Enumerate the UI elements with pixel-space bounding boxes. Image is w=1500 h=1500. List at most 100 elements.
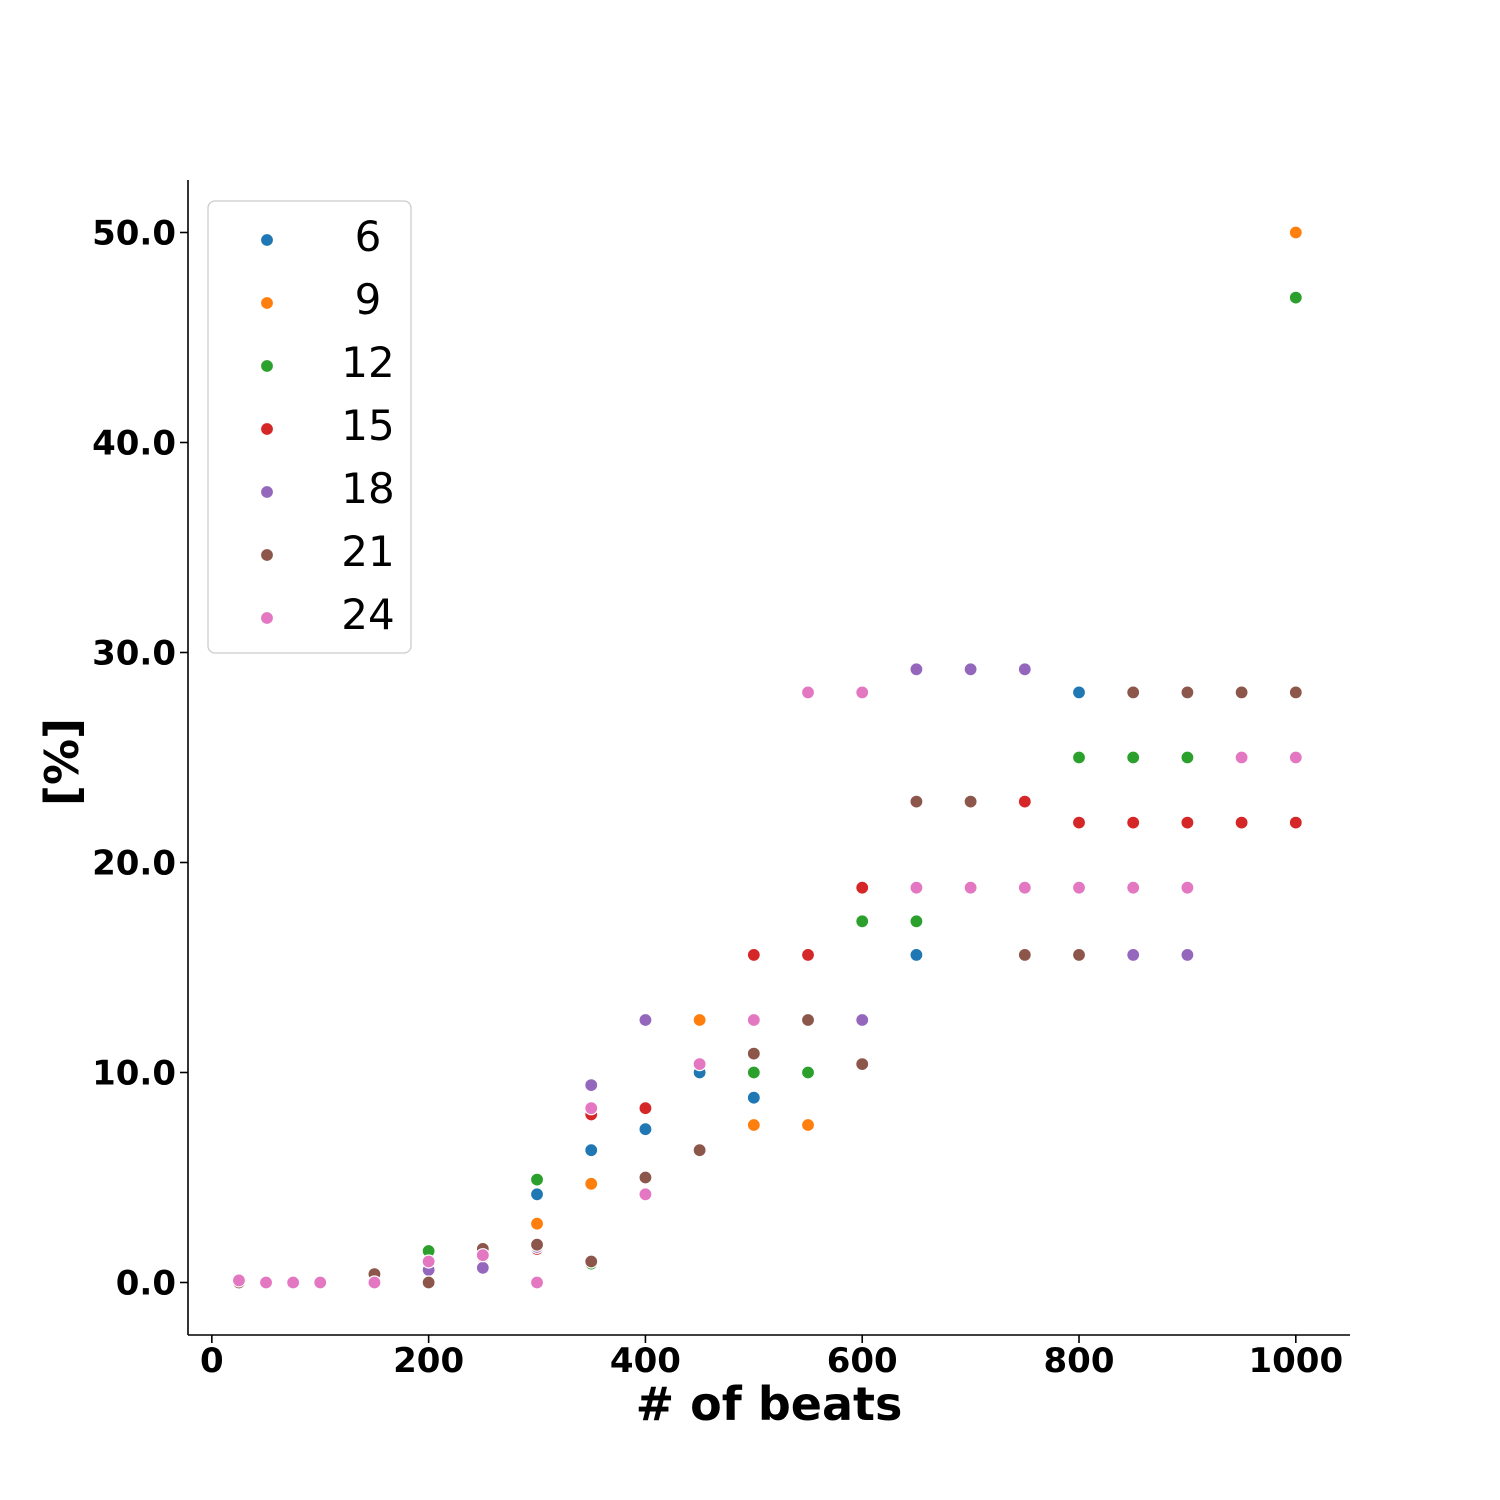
data-point [1234,685,1249,700]
data-point [800,1065,816,1080]
data-point [529,1275,545,1290]
legend-marker [259,358,275,374]
x-tick-label: 1000 [1248,1341,1343,1381]
x-axis-label: # of beats [636,1377,903,1431]
data-point [1288,290,1303,305]
data-point [584,1143,599,1158]
data-point [1017,794,1032,809]
data-point [909,662,924,677]
data-point [1180,685,1195,700]
x-tick-label: 0 [200,1341,224,1381]
data-point [1180,750,1195,765]
data-point [746,1046,761,1061]
y-tick-label: 10.0 [92,1054,176,1094]
data-point [1288,685,1303,700]
data-point [1017,662,1032,677]
data-point [746,1090,761,1105]
series-18 [231,662,1195,1290]
data-point [800,1012,816,1028]
data-point [529,1172,545,1187]
data-point [1234,750,1249,765]
data-point [909,794,924,809]
data-points [231,225,1303,1290]
x-tick-label: 400 [610,1341,681,1381]
x-ticks: 0 200 400 600 800 1000 [200,1335,1343,1381]
data-point [963,662,978,677]
data-point [313,1275,328,1290]
series-21 [231,685,1303,1290]
legend-label: 18 [341,464,394,513]
y-tick-label: 50.0 [92,214,176,254]
data-point [963,880,978,895]
legend-label: 24 [341,590,394,639]
data-point [800,947,816,963]
y-axis-label: [%] [35,718,89,806]
data-point [584,1101,599,1116]
series-24 [231,685,1303,1290]
data-point [1071,750,1087,765]
data-point [1017,880,1032,895]
data-point [1180,815,1195,830]
x-tick-label: 600 [827,1341,898,1381]
data-point [1126,947,1141,963]
data-point [1017,947,1032,963]
legend-item-6: 6 [259,212,382,261]
legend-label: 15 [341,401,394,450]
data-point [855,880,870,895]
data-point [1071,815,1087,830]
data-point [1288,815,1303,830]
y-tick-label: 0.0 [116,1264,176,1304]
data-point [638,1012,653,1028]
data-point [1180,947,1195,963]
y-tick-label: 30.0 [92,634,176,674]
data-point [800,1117,816,1133]
legend-item-18: 18 [259,464,395,513]
data-point [529,1216,545,1231]
legend-item-15: 15 [259,401,395,450]
legend-marker [259,232,275,248]
data-point [638,1101,653,1116]
legend-label: 9 [355,275,382,324]
data-point [638,1187,653,1202]
legend-label: 6 [355,212,382,261]
legend-item-12: 12 [259,338,395,387]
data-point [1288,225,1303,240]
data-point [638,1122,653,1137]
x-tick-label: 800 [1044,1341,1115,1381]
data-point [475,1260,490,1275]
y-tick-label: 20.0 [92,844,176,884]
legend-marker [259,421,275,437]
data-point [1180,880,1195,895]
axes [187,180,1350,1336]
data-point [638,1170,653,1185]
data-point [584,1176,599,1191]
legend-label: 21 [341,527,394,576]
data-point [529,1187,545,1202]
legend-item-24: 24 [259,590,395,639]
data-point [231,1273,247,1288]
legend-item-21: 21 [259,527,395,576]
data-point [286,1275,301,1290]
data-point [692,1143,707,1158]
data-point [584,1254,599,1269]
data-point [529,1237,545,1252]
data-point [1288,750,1303,765]
legend-marker [259,484,275,500]
data-point [800,685,816,700]
data-point [1126,815,1141,830]
data-point [1071,685,1087,700]
data-point [1071,947,1087,963]
data-point [475,1248,490,1263]
y-ticks: 0.0 10.0 20.0 30.0 40.0 50.0 [92,214,188,1304]
data-point [692,1056,707,1072]
data-point [746,947,761,963]
series-6 [231,685,1087,1290]
data-point [692,1012,707,1028]
legend-marker [259,610,275,626]
data-point [1126,750,1141,765]
data-point [855,1056,870,1072]
legend-label: 12 [341,338,394,387]
data-point [855,1012,870,1028]
legend-marker [259,547,275,563]
